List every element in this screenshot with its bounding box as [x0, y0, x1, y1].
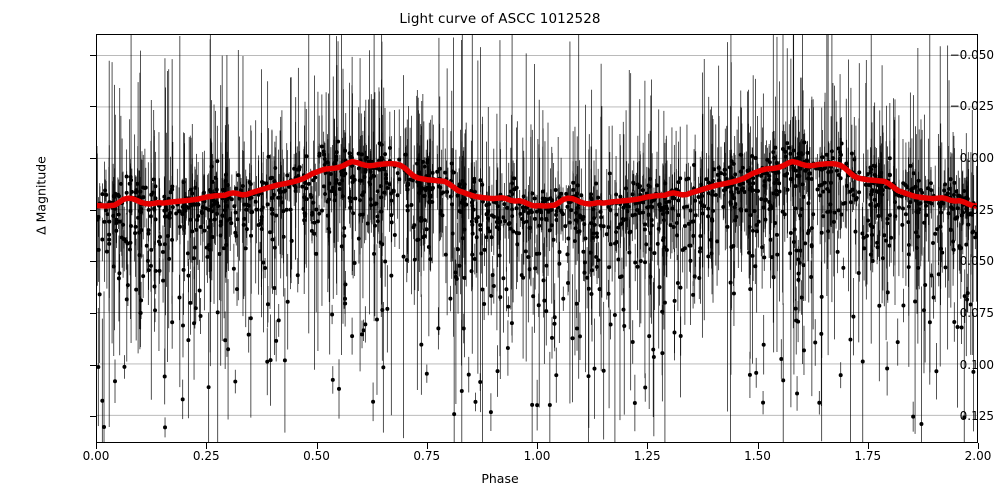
x-tick-mark	[426, 443, 428, 449]
x-tick-label: 0.75	[413, 449, 441, 463]
x-tick-label: 1.75	[854, 449, 882, 463]
x-axis-label: Phase	[481, 471, 519, 486]
x-tick-mark	[867, 443, 869, 449]
x-tick-mark	[978, 443, 980, 449]
x-tick-mark	[316, 443, 318, 449]
x-tick-mark	[537, 443, 539, 449]
plot-area	[96, 34, 978, 443]
x-tick-label: 0.25	[192, 449, 220, 463]
y-axis-label: Δ Magnitude	[33, 156, 49, 235]
x-tick-mark	[647, 443, 649, 449]
x-tick-mark	[206, 443, 208, 449]
x-tick-label: 1.00	[523, 449, 551, 463]
x-tick-label: 1.50	[744, 449, 771, 463]
page-title: Light curve of ASCC 1012528	[399, 11, 601, 27]
line-series-smoothed-model	[97, 158, 977, 209]
x-tick-mark	[96, 443, 98, 449]
x-tick-label: 0.00	[82, 449, 110, 463]
x-tick-label: 1.25	[633, 449, 661, 463]
x-tick-mark	[757, 443, 759, 449]
scatter-series-observations	[97, 35, 977, 442]
x-tick-label: 0.50	[303, 449, 330, 463]
x-tick-label: 2.00	[964, 449, 992, 463]
